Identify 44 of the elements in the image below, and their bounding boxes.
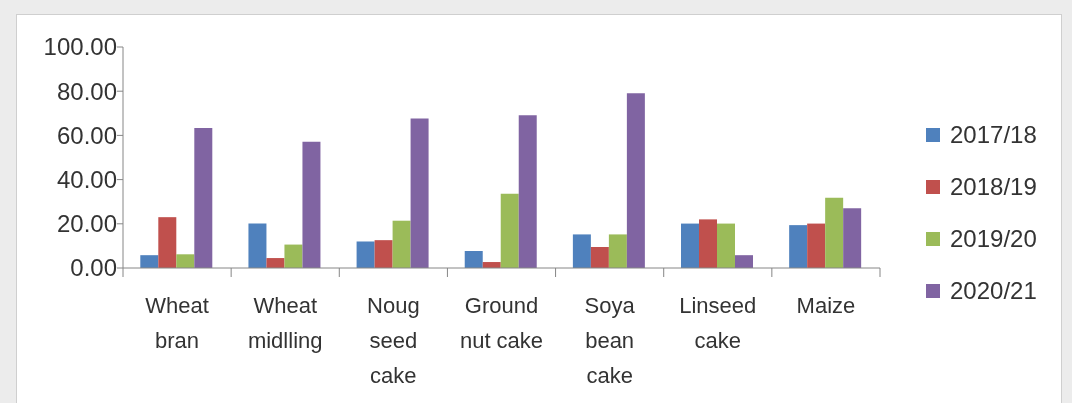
bar [626, 93, 645, 268]
bar [464, 250, 483, 268]
x-tick-label: Wheat midlling [247, 293, 323, 353]
bar [735, 255, 754, 268]
legend-label: 2020/21 [950, 277, 1037, 305]
bar [572, 234, 591, 268]
bar [302, 141, 321, 268]
bar [608, 234, 627, 268]
bar [284, 244, 303, 268]
bar [158, 217, 177, 268]
bar [717, 223, 736, 268]
bar [681, 223, 700, 268]
bar [825, 197, 844, 268]
y-tick-label: 0.00 [70, 254, 117, 282]
bar [500, 193, 519, 268]
legend-label: 2019/20 [950, 225, 1037, 253]
bar [843, 208, 862, 268]
x-tick-label: Noug seed cake [367, 293, 420, 388]
x-tick-label: Soya bean cake [584, 293, 636, 388]
y-tick-label: 40.00 [56, 166, 117, 193]
x-tick-label: Maize [796, 293, 856, 318]
bar [140, 255, 159, 268]
x-tick-label: Wheat bran [145, 293, 209, 353]
bar [699, 219, 718, 268]
x-tick-label: Ground nut cake [459, 293, 544, 353]
legend-label: 2017/18 [950, 121, 1037, 149]
bar [356, 241, 375, 268]
x-tick-label: Linseed cake [679, 293, 757, 353]
bar [194, 128, 213, 268]
bar [392, 220, 411, 268]
bar [590, 247, 609, 268]
bar [410, 118, 429, 268]
bar [176, 254, 195, 268]
bar [789, 225, 808, 268]
y-tick-label: 20.00 [56, 210, 117, 238]
bar [518, 115, 537, 268]
bar [374, 240, 393, 268]
y-tick-label: 60.00 [56, 121, 117, 149]
bar [248, 223, 267, 268]
bar [266, 258, 285, 268]
y-tick-label: 100.00 [43, 33, 117, 61]
legend-label: 2018/19 [950, 173, 1037, 201]
bar [807, 223, 826, 268]
y-tick-label: 80.00 [56, 77, 117, 105]
